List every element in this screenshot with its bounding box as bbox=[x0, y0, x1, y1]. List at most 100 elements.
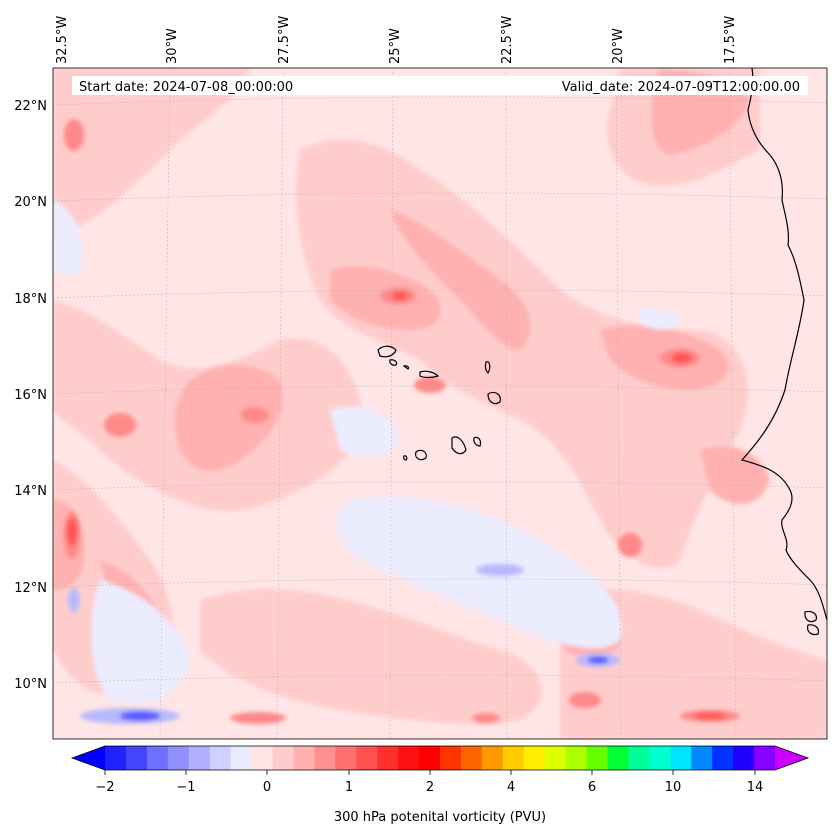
cbar-label-10: 10 bbox=[665, 780, 682, 795]
lon-label-30w: 30°W bbox=[165, 28, 180, 64]
valid-date-label: Valid_date: 2024-07-09T12:00:00.00 bbox=[562, 80, 800, 95]
lat-label-18n: 18°N bbox=[14, 292, 47, 307]
colorbar-cells bbox=[105, 746, 776, 770]
island-fogo bbox=[415, 449, 427, 461]
colorbar-cell bbox=[398, 746, 420, 770]
colorbar-tick-labels: −2 −1 0 1 2 4 6 10 14 bbox=[95, 780, 763, 795]
pv-contours-peak bbox=[67, 292, 726, 719]
colorbar-cell bbox=[105, 746, 127, 770]
cbar-label-2: 2 bbox=[426, 780, 434, 795]
pv-max-3 bbox=[414, 377, 446, 393]
lon-label-20w: 20°W bbox=[611, 28, 626, 64]
island-sao-vicente bbox=[389, 359, 398, 366]
lon-label-22-5w: 22.5°W bbox=[500, 16, 515, 64]
pv-peak-1 bbox=[392, 292, 408, 300]
island-santiago bbox=[451, 436, 467, 455]
pv-contour-east-south bbox=[560, 589, 827, 739]
date-header-box bbox=[72, 76, 808, 95]
pv-neg-2 bbox=[91, 580, 190, 704]
cbar-label-6: 6 bbox=[588, 780, 596, 795]
bissagos-islands bbox=[804, 610, 820, 636]
colorbar-cell bbox=[293, 746, 315, 770]
colorbar-cell bbox=[544, 746, 567, 770]
pv-max-10 bbox=[230, 712, 286, 724]
island-santo-antao bbox=[377, 345, 397, 358]
lat-label-12n: 12°N bbox=[14, 581, 47, 596]
start-date-label: Start date: 2024-07-08_00:00:00 bbox=[79, 80, 293, 95]
colorbar-cell bbox=[272, 746, 294, 770]
pv-neg-5 bbox=[53, 200, 84, 276]
coastlines bbox=[377, 68, 827, 636]
colorbar-ticks bbox=[104, 770, 756, 775]
pv-contour-south bbox=[200, 589, 542, 725]
pv-contour-med-9 bbox=[700, 446, 770, 504]
pv-peak-4 bbox=[694, 713, 726, 719]
pv-neg-peak-2 bbox=[588, 657, 608, 663]
africa-coastline bbox=[740, 68, 827, 621]
longitude-labels: 32.5°W 30°W 27.5°W 25°W 22.5°W 20°W 17.5… bbox=[55, 16, 738, 64]
colorbar-cell bbox=[188, 746, 211, 770]
colorbar-cell bbox=[440, 746, 462, 770]
pv-contour-nw bbox=[53, 68, 250, 240]
lat-label-16n: 16°N bbox=[14, 388, 47, 403]
colorbar-cell bbox=[565, 746, 587, 770]
cbar-label-4: 4 bbox=[507, 780, 515, 795]
colorbar-cell bbox=[649, 746, 671, 770]
pv-contour-med-4 bbox=[174, 365, 283, 471]
island-maio bbox=[473, 436, 482, 447]
lon-label-17-5w: 17.5°W bbox=[723, 16, 738, 64]
pv-max-5 bbox=[104, 413, 136, 437]
colorbar-cell bbox=[377, 746, 399, 770]
latitude-labels: 22°N 20°N 18°N 16°N 14°N 12°N 10°N bbox=[14, 99, 47, 692]
colorbar-cell bbox=[523, 746, 546, 770]
pv-neg-max-4 bbox=[68, 588, 80, 612]
colorbar-cell bbox=[733, 746, 755, 770]
colorbar-cell bbox=[314, 746, 336, 770]
pv-contours-negative-peak bbox=[120, 657, 608, 720]
colorbar-cell bbox=[607, 746, 629, 770]
colorbar-cell bbox=[754, 746, 776, 770]
map-frame bbox=[52, 67, 828, 740]
colorbar-cell bbox=[460, 746, 483, 770]
pv-peak-2 bbox=[672, 353, 692, 363]
pv-neg-max-3 bbox=[476, 564, 524, 576]
cbar-label-1: 1 bbox=[345, 780, 353, 795]
cbar-label-m1: −1 bbox=[176, 780, 195, 795]
map-panel bbox=[53, 68, 827, 739]
lat-label-14n: 14°N bbox=[14, 484, 47, 499]
colorbar-cell bbox=[628, 746, 650, 770]
lon-label-27-5w: 27.5°W bbox=[277, 16, 292, 64]
island-brava bbox=[403, 455, 408, 461]
pv-neg-peak-1 bbox=[120, 712, 160, 720]
lon-label-32-5w: 32.5°W bbox=[55, 16, 70, 64]
lat-label-10n: 10°N bbox=[14, 677, 47, 692]
pv-max-11 bbox=[64, 119, 84, 151]
colorbar: −2 −1 0 1 2 4 6 10 14 300 hPa potenital … bbox=[70, 745, 810, 825]
colorbar-cell bbox=[712, 746, 734, 770]
colorbar-cell bbox=[356, 746, 378, 770]
colorbar-cell bbox=[502, 746, 525, 770]
cbar-label-0: 0 bbox=[263, 780, 271, 795]
pv-max-8 bbox=[569, 692, 601, 708]
colorbar-cell bbox=[209, 746, 232, 770]
lon-label-25w: 25°W bbox=[388, 28, 403, 64]
island-sao-nicolau bbox=[419, 370, 440, 379]
island-santa-luzia bbox=[402, 365, 410, 370]
cbar-label-14: 14 bbox=[747, 780, 764, 795]
pv-max-13 bbox=[472, 713, 500, 723]
pv-max-6 bbox=[241, 407, 269, 423]
pv-contour-med-2 bbox=[390, 210, 531, 350]
pv-peak-3 bbox=[67, 518, 77, 546]
colorbar-cell bbox=[419, 746, 441, 770]
pv-neg-3 bbox=[330, 406, 400, 457]
pv-contour-central-band bbox=[296, 139, 748, 568]
colorbar-title: 300 hPa potenital vorticity (PVU) bbox=[334, 810, 546, 825]
colorbar-cell bbox=[230, 746, 252, 770]
colorbar-cell bbox=[586, 746, 608, 770]
colorbar-cell bbox=[481, 746, 504, 770]
colorbar-extend-low bbox=[72, 746, 105, 770]
colorbar-cell bbox=[670, 746, 692, 770]
colorbar-extend-high bbox=[775, 746, 808, 770]
island-boa-vista bbox=[487, 391, 501, 405]
